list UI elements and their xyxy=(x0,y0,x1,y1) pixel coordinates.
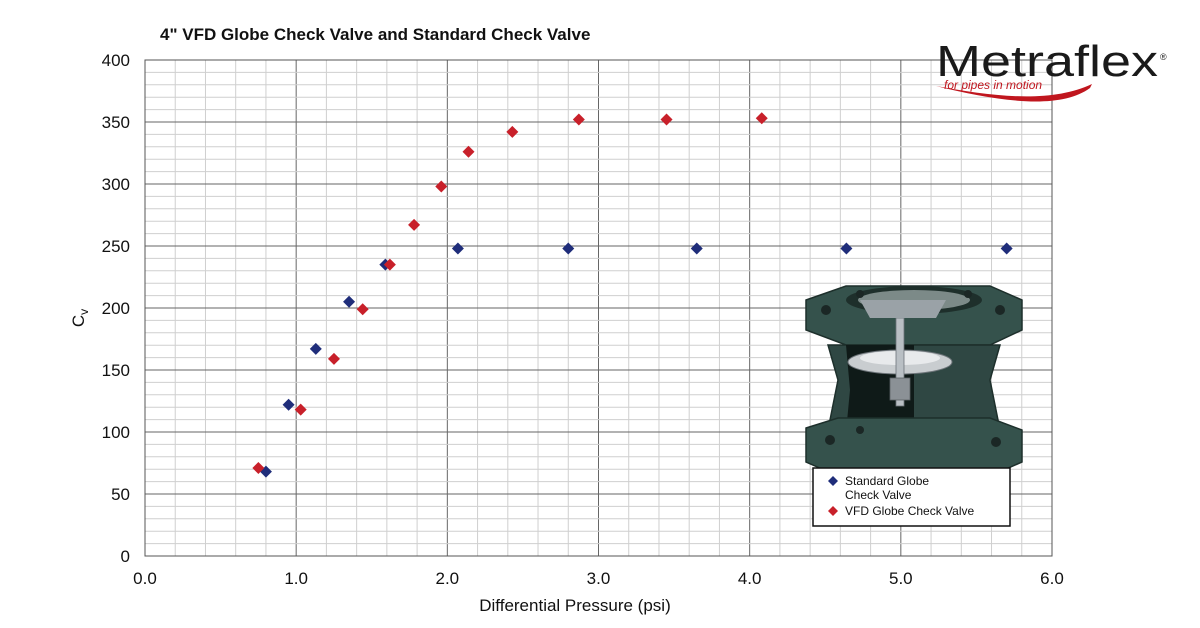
standard-valve-point xyxy=(309,342,322,355)
y-tick-label: 400 xyxy=(102,51,130,70)
x-tick-label: 3.0 xyxy=(587,569,611,588)
legend-label-standard-line2: Check Valve xyxy=(845,488,912,502)
legend: Standard Globe Check Valve VFD Globe Che… xyxy=(812,467,1011,527)
vfd-valve-point xyxy=(383,258,396,271)
legend-label-standard-line1: Standard Globe xyxy=(845,474,929,488)
y-tick-label: 350 xyxy=(102,113,130,132)
x-tick-label: 6.0 xyxy=(1040,569,1064,588)
vfd-valve-point xyxy=(462,145,475,158)
y-tick-label: 200 xyxy=(102,299,130,318)
x-tick-label: 5.0 xyxy=(889,569,913,588)
y-tick-label: 100 xyxy=(102,423,130,442)
logo-swoosh xyxy=(936,84,1092,102)
chart-title: 4" VFD Globe Check Valve and Standard Ch… xyxy=(160,25,590,44)
y-tick-label: 150 xyxy=(102,361,130,380)
standard-valve-point xyxy=(562,242,575,255)
y-tick-label: 50 xyxy=(111,485,130,504)
logo-wordmark: Metraflex xyxy=(936,37,1158,86)
y-axis-label: C xyxy=(69,315,88,327)
y-tick-label: 250 xyxy=(102,237,130,256)
logo-tagline: for pipes in motion xyxy=(944,78,1042,92)
x-axis-label: Differential Pressure (psi) xyxy=(479,596,670,615)
y-tick-labels: 0 50 100 150 200 250 300 350 400 xyxy=(102,51,130,566)
vfd-valve-point xyxy=(506,125,519,138)
vfd-valve-point xyxy=(327,352,340,365)
logo-registered: ® xyxy=(1160,52,1167,62)
data-points xyxy=(252,112,1013,478)
standard-valve-point xyxy=(840,242,853,255)
standard-valve-point xyxy=(451,242,464,255)
svg-text:Cv: Cv xyxy=(69,309,91,327)
y-tick-label: 0 xyxy=(121,547,130,566)
metraflex-logo: Metraflex ® for pipes in motion xyxy=(936,37,1167,102)
legend-box xyxy=(812,467,1011,527)
y-axis-label-subscript: v xyxy=(77,309,91,315)
x-tick-label: 1.0 xyxy=(284,569,308,588)
y-tick-label: 300 xyxy=(102,175,130,194)
legend-marker-vfd xyxy=(828,506,838,516)
standard-valve-point xyxy=(282,398,295,411)
valve-cutaway-icon xyxy=(805,285,1023,477)
vfd-valve-point xyxy=(660,113,673,126)
x-tick-label: 4.0 xyxy=(738,569,762,588)
standard-valve-point xyxy=(1000,242,1013,255)
vfd-valve-point xyxy=(294,403,307,416)
legend-label-vfd: VFD Globe Check Valve xyxy=(845,504,974,518)
x-tick-labels: 0.0 1.0 2.0 3.0 4.0 5.0 6.0 xyxy=(133,569,1064,588)
standard-valve-point xyxy=(690,242,703,255)
x-tick-label: 0.0 xyxy=(133,569,157,588)
vfd-valve-point xyxy=(755,112,768,125)
standard-valve-point xyxy=(343,295,356,308)
y-axis-label-group: Cv xyxy=(69,309,91,327)
vfd-valve-point xyxy=(356,303,369,316)
x-tick-label: 2.0 xyxy=(436,569,460,588)
vfd-valve-point xyxy=(435,180,448,193)
vfd-valve-point xyxy=(408,218,421,231)
vfd-valve-point xyxy=(572,113,585,126)
vfd-valve-point xyxy=(252,461,265,474)
legend-marker-standard xyxy=(828,476,838,486)
plot-frame xyxy=(144,59,1053,557)
